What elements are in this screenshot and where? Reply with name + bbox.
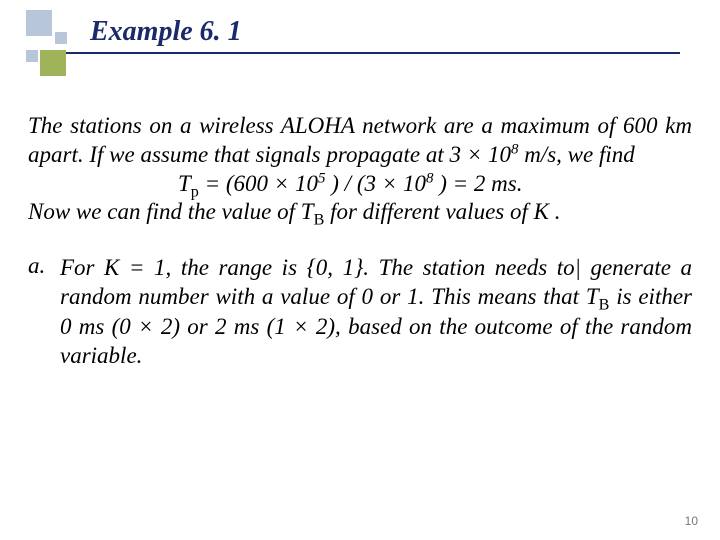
formula-line: Tp = (600 × 105 ) / (3 × 108 ) = 2 ms.: [28, 170, 692, 199]
slide-title: Example 6. 1: [90, 16, 242, 48]
header-deco-square-1: [26, 10, 52, 36]
para2-sub1: B: [314, 212, 325, 229]
item-sub1: B: [599, 297, 610, 314]
formula-a: T: [178, 171, 191, 196]
slide-body: The stations on a wireless ALOHA network…: [28, 112, 692, 371]
page-number: 10: [685, 514, 698, 528]
list-item-a: a. For K = 1, the range is {0, 1}. The s…: [28, 253, 692, 371]
formula-c: ) / (3 × 10: [326, 171, 426, 196]
header-underline: [40, 52, 680, 54]
formula-sup1: 5: [318, 170, 325, 186]
paragraph-1: The stations on a wireless ALOHA network…: [28, 112, 692, 170]
list-item-body: For K = 1, the range is {0, 1}. The stat…: [60, 253, 692, 371]
para2-b: for different values of K .: [324, 199, 560, 224]
formula-b: = (600 × 10: [199, 171, 318, 196]
header-deco-square-2: [55, 32, 67, 44]
slide-header: Example 6. 1: [0, 0, 720, 68]
header-deco-square-4: [40, 50, 66, 76]
list-item-label: a.: [28, 253, 60, 371]
formula-d: ) = 2 ms.: [433, 171, 522, 196]
slide: Example 6. 1 The stations on a wireless …: [0, 0, 720, 540]
spacer: [28, 227, 692, 253]
header-deco-square-3: [26, 50, 38, 62]
para1-text-b: m/s, we find: [518, 142, 634, 167]
para2-a: Now we can find the value of T: [28, 199, 314, 224]
paragraph-2: Now we can find the value of TB for diff…: [28, 198, 692, 227]
item-text-a: For K = 1, the range is {0, 1}. The stat…: [60, 255, 692, 309]
